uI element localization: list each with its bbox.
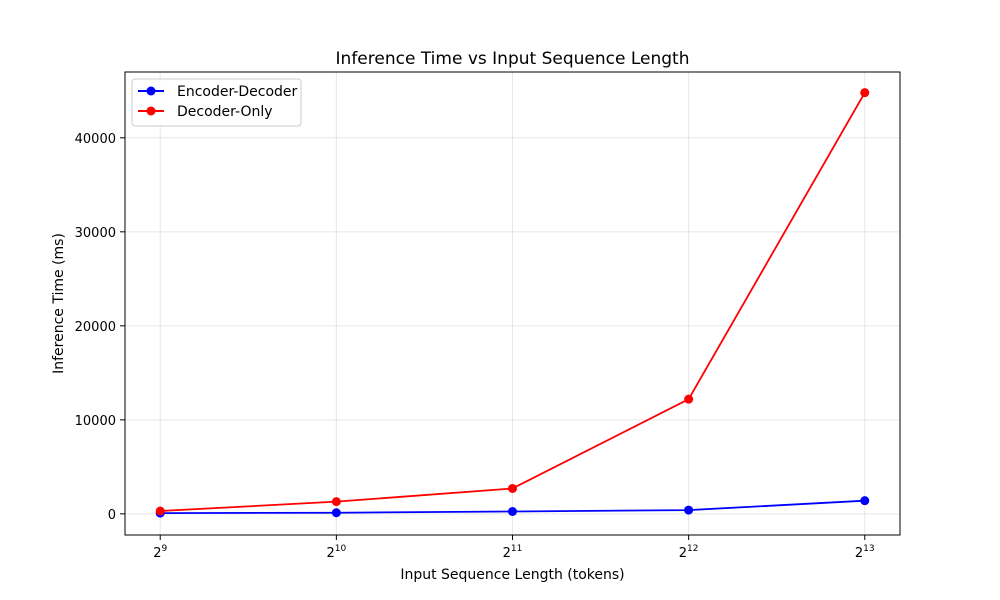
legend-label-decoder-only: Decoder-Only <box>177 104 273 120</box>
data-point-decoder-only <box>508 483 517 493</box>
legend: Encoder-Decoder Decoder-Only <box>131 78 302 127</box>
legend-label-encoder-decoder: Encoder-Decoder <box>177 84 298 100</box>
series-layer <box>155 88 870 518</box>
x-axis-label: Input Sequence Length (tokens) <box>400 567 624 583</box>
data-point-encoder-decoder <box>331 508 341 518</box>
data-point-decoder-only <box>684 394 694 404</box>
y-tick-label: 10000 <box>75 414 116 429</box>
y-axis-label: Inference Time (ms) <box>51 233 67 374</box>
y-tick-label: 0 <box>108 508 116 523</box>
legend-marker-decoder-only <box>146 106 156 116</box>
y-tick-label: 30000 <box>75 226 116 241</box>
data-point-encoder-decoder <box>508 506 517 516</box>
y-tick-label: 40000 <box>75 132 116 147</box>
legend-marker-encoder-decoder <box>146 86 156 96</box>
data-point-encoder-decoder <box>860 496 870 506</box>
data-point-decoder-only <box>331 497 341 507</box>
legend-box <box>131 78 302 127</box>
x-tick-label: 213 <box>855 544 875 561</box>
x-tick-label: 210 <box>326 544 346 561</box>
x-tick-label: 212 <box>679 544 699 561</box>
x-tick-label: 211 <box>503 544 523 561</box>
axis-ticks: 29 210 211 212 213 0 10000 20000 30000 40000 <box>75 132 875 561</box>
data-point-encoder-decoder <box>684 505 694 515</box>
x-tick-label: 29 <box>153 544 167 561</box>
data-point-decoder-only <box>155 506 165 516</box>
data-point-decoder-only <box>860 88 870 98</box>
chart-title: Inference Time vs Input Sequence Length <box>336 49 690 69</box>
y-tick-label: 20000 <box>75 320 116 335</box>
